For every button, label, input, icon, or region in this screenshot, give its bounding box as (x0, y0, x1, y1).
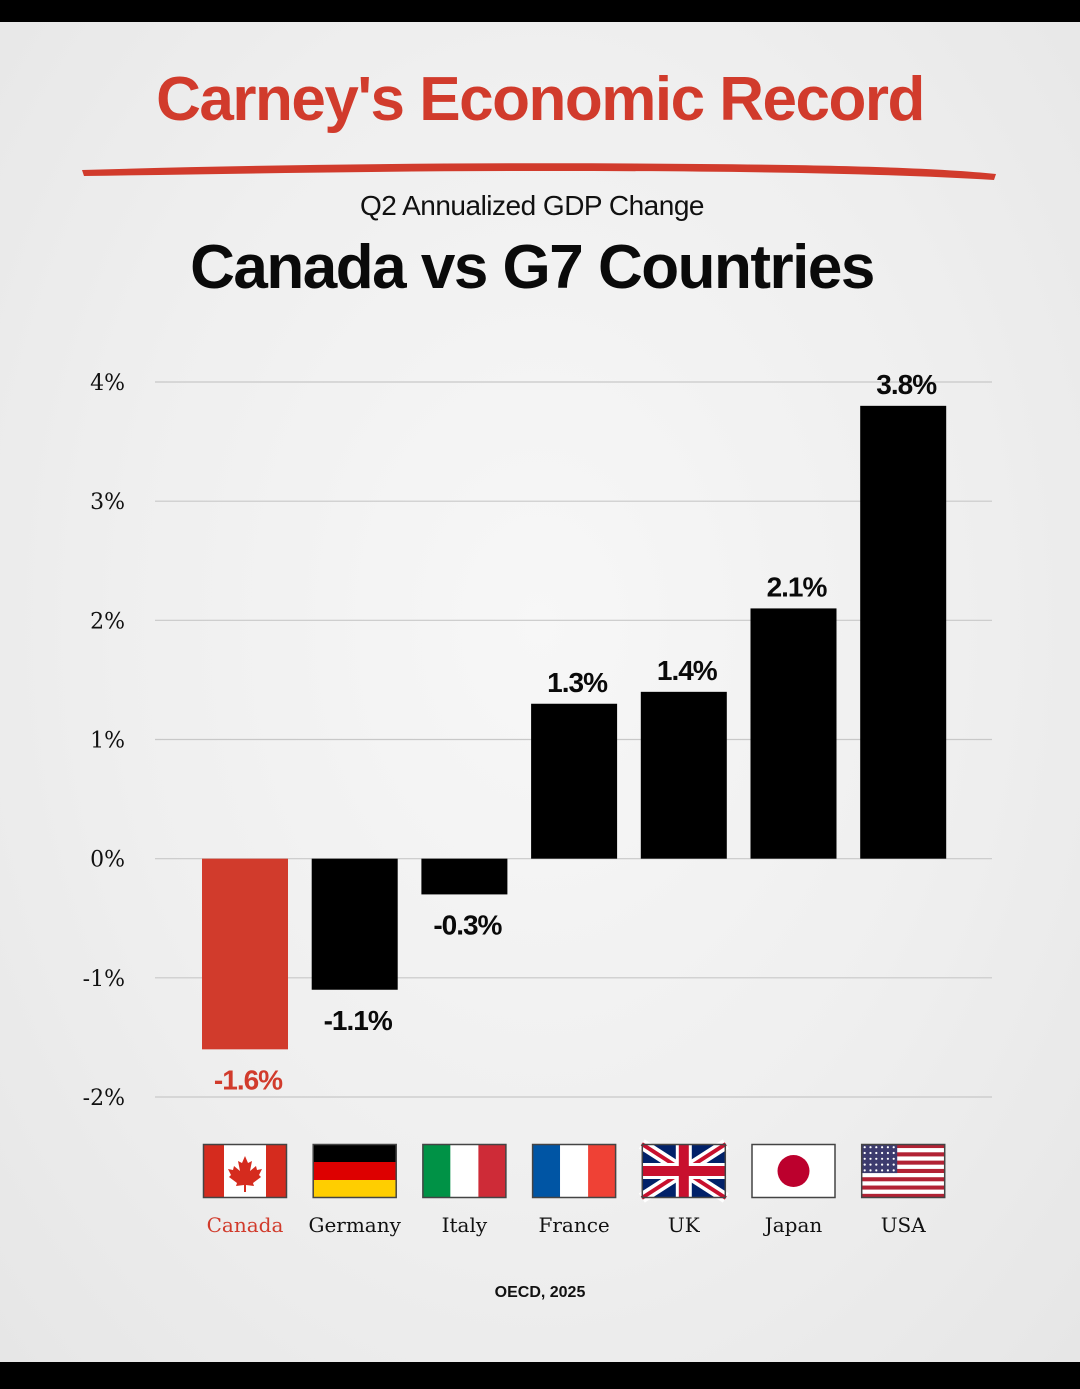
bar-france (531, 703, 618, 859)
france-flag-icon (531, 1143, 617, 1199)
canada-flag-icon (202, 1143, 288, 1199)
category-label: France (538, 1213, 609, 1237)
title-underline (82, 163, 996, 180)
uk-flag-icon (638, 1139, 729, 1203)
y-tick-label: 3% (90, 490, 125, 515)
data-label: 3.8% (876, 369, 937, 400)
chart-subtitle: Q2 Annualized GDP Change (360, 190, 704, 221)
y-tick-label: -2% (83, 1086, 125, 1111)
category-label: Canada (207, 1213, 284, 1237)
data-label: -0.3% (433, 909, 502, 940)
bar-chart: 4% 3% 2% 1% 0% -1% -2% -1.6% -1.1% -0.3% 1.3% 1.4% 2… (83, 369, 992, 1237)
bar-japan (750, 608, 837, 859)
poster: Carney's Economic Record Q2 Annualized G… (0, 22, 1080, 1362)
usa-flag-icon (860, 1143, 946, 1199)
japan-flag-icon (751, 1143, 836, 1199)
bar-uk (640, 691, 727, 859)
category-label: Germany (308, 1213, 401, 1237)
data-label: 2.1% (767, 571, 828, 602)
category-label: UK (668, 1213, 701, 1237)
chart-headline: Canada vs G7 Countries (190, 233, 875, 302)
y-tick-label: 4% (90, 371, 125, 396)
y-tick-label: 1% (90, 729, 125, 754)
data-label: -1.6% (214, 1064, 283, 1095)
bar-usa (860, 405, 947, 859)
data-label: 1.3% (547, 667, 608, 698)
data-label: -1.1% (324, 1005, 393, 1036)
category-label: Japan (763, 1213, 823, 1237)
main-title: Carney's Economic Record (156, 65, 925, 134)
source-note: OECD, 2025 (494, 1284, 586, 1301)
category-label: USA (881, 1213, 927, 1237)
bar-germany (311, 858, 398, 990)
y-tick-label: 0% (90, 848, 125, 873)
germany-flag-icon (312, 1143, 397, 1199)
bar-italy (421, 858, 508, 895)
y-tick-label: 2% (90, 609, 125, 634)
y-tick-label: -1% (83, 967, 125, 992)
italy-flag-icon (422, 1143, 507, 1199)
data-label: 1.4% (657, 655, 718, 686)
category-label: Italy (442, 1213, 488, 1237)
bar-canada (202, 858, 288, 1050)
